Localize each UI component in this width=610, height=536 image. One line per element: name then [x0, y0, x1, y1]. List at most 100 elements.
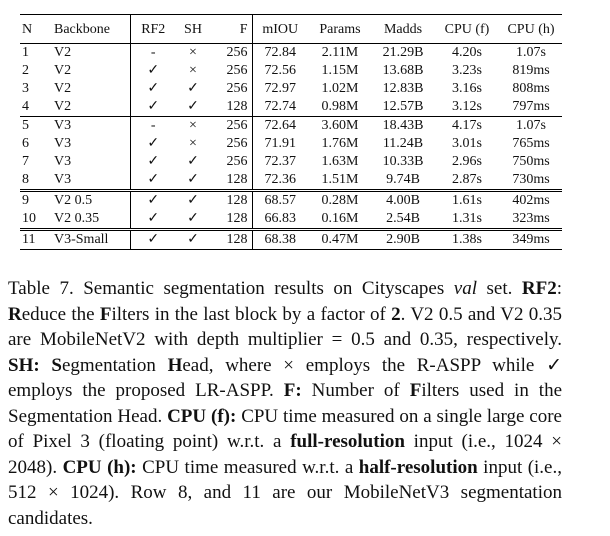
- table-row: 1 V2 - × 256 72.84 2.11M 21.29B 4.20s 1.07s: [20, 43, 562, 62]
- header-n: N: [22, 22, 33, 37]
- cell-cpu-f: 3.16s: [452, 81, 482, 96]
- cell-cpu-f: 4.17s: [452, 118, 482, 133]
- results-table: N Backbone RF2 SH F mIOU Params Madds CP…: [20, 14, 562, 250]
- cell-sh: ✓: [187, 232, 199, 247]
- cell-cpu-f: 3.23s: [452, 63, 482, 78]
- cell-rf2: ✓: [147, 81, 160, 96]
- cell-madds: 12.83B: [382, 81, 424, 96]
- header-params: Params: [319, 22, 361, 37]
- cell-f: 128: [210, 229, 253, 250]
- cell-miou: 72.56: [264, 63, 297, 78]
- table-row: 7 V3 ✓ ✓ 256 72.37 1.63M 10.33B 2.96s 750ms: [20, 153, 562, 171]
- caption-term: F: [99, 303, 112, 325]
- caption-text: educe the: [21, 303, 100, 325]
- caption-text: CPU time measured on a single large core…: [8, 405, 562, 453]
- cell-params: 0.98M: [321, 99, 359, 114]
- table-row: 5 V3 - × 256 72.64 3.60M 18.43B 4.17s 1.07s: [20, 116, 562, 135]
- caption-term: SH:: [8, 354, 40, 376]
- cell-params: 0.47M: [321, 232, 359, 247]
- cell-f: 256: [210, 62, 253, 80]
- cell-sh: ×: [189, 118, 197, 133]
- cell-cpu-h: 819ms: [512, 63, 550, 78]
- cell-madds: 12.57B: [382, 99, 424, 114]
- cell-f: 256: [210, 153, 253, 171]
- cell-n: 10: [22, 211, 36, 226]
- cell-miou: 72.97: [264, 81, 297, 96]
- caption-term: S: [51, 354, 62, 376]
- caption-text: ilters in the last block by a factor of: [111, 303, 392, 325]
- header-madds: Madds: [383, 22, 423, 37]
- cell-params: 0.28M: [321, 193, 359, 208]
- caption-text: CPU time measured w.r.t. a: [136, 456, 359, 478]
- caption-term: R: [8, 303, 22, 325]
- cell-cpu-f: 3.12s: [452, 99, 482, 114]
- caption-term: CPU (f):: [167, 405, 237, 427]
- cell-miou: 72.36: [264, 172, 297, 187]
- cell-rf2: ✓: [147, 232, 160, 247]
- cell-n: 6: [22, 136, 29, 151]
- cell-rf2: ✓: [147, 99, 160, 114]
- caption-term: 2: [391, 303, 401, 325]
- caption-term: H: [167, 354, 183, 376]
- cell-cpu-f: 1.31s: [452, 211, 482, 226]
- caption-text: Number of: [301, 380, 410, 401]
- cell-madds: 11.24B: [382, 136, 424, 151]
- cell-sh: ✓: [187, 193, 199, 208]
- cell-madds: 21.29B: [382, 45, 424, 60]
- cell-backbone: V2: [48, 80, 131, 98]
- cell-cpu-h: 750ms: [512, 154, 550, 169]
- cell-cpu-f: 4.20s: [452, 45, 482, 60]
- cell-backbone: V2: [48, 62, 131, 80]
- cell-n: 9: [22, 193, 29, 208]
- table-row: 10 V2 0.35 ✓ ✓ 128 66.83 0.16M 2.54B 1.31s 323ms: [20, 210, 562, 230]
- caption-term: half-resolution: [358, 456, 478, 478]
- table-row: 2 V2 ✓ × 256 72.56 1.15M 13.68B 3.23s 819ms: [20, 62, 562, 80]
- caption-text: ilters used in the Segmentation Head.: [8, 380, 563, 427]
- cell-f: 256: [210, 116, 253, 135]
- table-body: 1 V2- × 256 72.84 2.11M 21.29B 4.20s 1.07s 2 V2 ✓ × 2…: [20, 43, 562, 250]
- cell-f: 256: [210, 80, 253, 98]
- cell-cpu-h: 765ms: [512, 136, 550, 151]
- cell-cpu-h: 808ms: [512, 81, 550, 96]
- cell-f: 128: [210, 190, 253, 210]
- cell-backbone: V3: [48, 135, 131, 153]
- cell-backbone: V2: [48, 43, 131, 62]
- cell-n: 4: [22, 99, 29, 114]
- cell-sh: ✓: [187, 99, 199, 114]
- cell-cpu-h: 1.07s: [516, 45, 546, 60]
- header-f: F: [210, 14, 253, 44]
- cell-madds: 10.33B: [382, 154, 424, 169]
- caption-term: full-resolution: [290, 431, 405, 452]
- caption-text: Table 7. Semantic segmentation results o…: [8, 278, 454, 299]
- header-miou: mIOU: [262, 22, 299, 37]
- cell-n: 7: [22, 154, 29, 169]
- cell-params: 3.60M: [321, 118, 359, 133]
- cell-sh: ×: [189, 45, 197, 60]
- caption-term: F: [409, 380, 422, 401]
- cell-backbone: V2 0.5: [48, 190, 131, 210]
- cell-madds: 13.68B: [382, 63, 424, 78]
- cell-n: 5: [22, 118, 29, 133]
- cell-backbone: V3: [48, 153, 131, 171]
- cell-f: 256: [210, 43, 253, 62]
- cell-rf2: -: [150, 118, 156, 133]
- cell-miou: 66.83: [264, 211, 297, 226]
- cell-cpu-f: 1.38s: [452, 232, 482, 247]
- cell-params: 0.16M: [321, 211, 359, 226]
- cell-sh: ✓: [187, 154, 199, 169]
- cell-madds: 2.90B: [386, 232, 420, 247]
- cell-cpu-h: 323ms: [512, 211, 550, 226]
- table-row: 11 V3-Small ✓ ✓ 128 68.38 0.47M 2.90B 1.38s 349ms: [20, 229, 562, 250]
- cell-backbone: V3: [48, 171, 131, 191]
- cell-params: 1.76M: [321, 136, 359, 151]
- cell-rf2: ✓: [147, 136, 160, 151]
- cell-n: 1: [22, 45, 29, 60]
- cell-f: 128: [210, 98, 253, 117]
- caption-text: egmentation: [61, 354, 168, 376]
- table-header-row: N Backbone RF2 SH F mIOU Params Madds CP…: [20, 14, 562, 44]
- caption-term: CPU (h):: [62, 456, 137, 478]
- cell-params: 1.63M: [321, 154, 359, 169]
- header-cpu-h: CPU (h): [507, 22, 555, 37]
- header-backbone: Backbone: [48, 14, 131, 44]
- table-row: 6 V3 ✓ × 256 71.91 1.76M 11.24B 3.01s 765ms: [20, 135, 562, 153]
